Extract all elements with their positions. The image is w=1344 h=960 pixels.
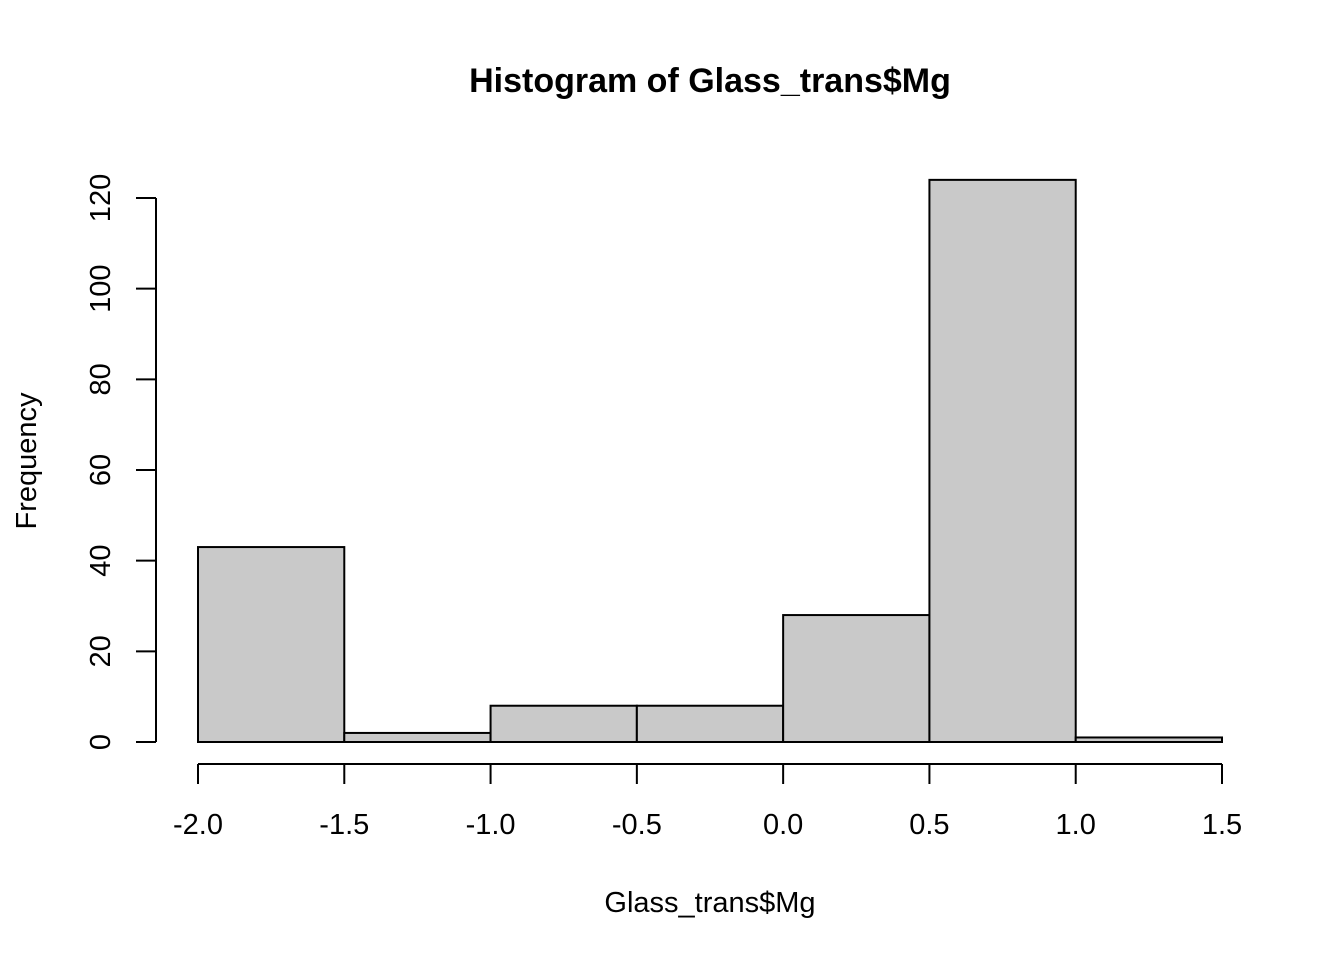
x-tick-label: -1.5 [319, 809, 369, 841]
y-tick-label: 40 [85, 545, 117, 577]
y-tick-label: 120 [85, 174, 117, 222]
y-tick-label: 80 [85, 363, 117, 395]
histogram-bar [343, 731, 492, 744]
x-axis: -2.0 -1.5 -1.0 -0.5 0.0 0.5 1.0 1.5 [173, 763, 1242, 841]
x-tick-label: 1.5 [1202, 809, 1242, 841]
x-axis-label: Glass_trans$Mg [604, 887, 815, 919]
x-tick-label: 0.5 [909, 809, 949, 841]
y-tick-label: 20 [85, 635, 117, 667]
x-tick-label: 1.0 [1056, 809, 1096, 841]
histogram-bars [197, 178, 1223, 744]
y-tick-label: 100 [85, 264, 117, 312]
histogram-bar [928, 178, 1077, 744]
histogram-bar [782, 614, 931, 743]
y-axis: 0 20 40 60 80 100 120 [85, 174, 157, 750]
y-tick-label: 60 [85, 454, 117, 486]
histogram-bar [635, 704, 785, 744]
histogram-bar [197, 546, 346, 743]
x-tick-label: 0.0 [763, 809, 803, 841]
x-tick-label: -1.0 [466, 809, 516, 841]
y-axis-label: Frequency [11, 392, 43, 530]
x-tick-label: -2.0 [173, 809, 223, 841]
histogram-bar [489, 704, 638, 744]
histogram-bar [1074, 736, 1223, 744]
x-tick-label: -0.5 [612, 809, 662, 841]
y-tick-label: 0 [85, 734, 117, 750]
chart-title: Histogram of Glass_trans$Mg [469, 62, 951, 100]
